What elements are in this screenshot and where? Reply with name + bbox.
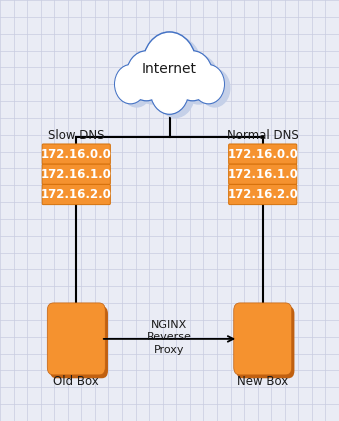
Text: 172.16.1.0: 172.16.1.0 [41, 168, 112, 181]
Text: Old Box: Old Box [54, 375, 99, 388]
Circle shape [144, 33, 195, 97]
Circle shape [133, 55, 172, 104]
Text: NGINX
Reverse
Proxy: NGINX Reverse Proxy [147, 320, 192, 354]
Text: 172.16.0.0: 172.16.0.0 [227, 148, 298, 160]
Circle shape [127, 52, 165, 99]
Text: 172.16.2.0: 172.16.2.0 [41, 188, 112, 201]
FancyBboxPatch shape [228, 184, 297, 205]
Circle shape [193, 65, 224, 103]
FancyBboxPatch shape [237, 306, 294, 378]
FancyBboxPatch shape [228, 144, 297, 164]
Circle shape [127, 51, 166, 100]
Text: 172.16.1.0: 172.16.1.0 [227, 168, 298, 181]
Text: 172.16.2.0: 172.16.2.0 [227, 188, 298, 201]
Text: Normal DNS: Normal DNS [227, 129, 299, 142]
FancyBboxPatch shape [42, 184, 111, 205]
Text: Internet: Internet [142, 62, 197, 77]
Circle shape [173, 51, 212, 100]
Circle shape [199, 69, 230, 107]
Circle shape [151, 67, 188, 114]
Text: Slow DNS: Slow DNS [48, 129, 104, 142]
FancyBboxPatch shape [234, 303, 292, 375]
Circle shape [121, 69, 152, 107]
Circle shape [194, 66, 223, 103]
FancyBboxPatch shape [42, 164, 111, 184]
Circle shape [157, 71, 194, 117]
Circle shape [143, 32, 196, 98]
Text: New Box: New Box [237, 375, 288, 388]
Circle shape [179, 55, 218, 104]
Circle shape [149, 36, 202, 102]
Circle shape [174, 52, 212, 99]
Circle shape [115, 65, 146, 103]
Circle shape [152, 68, 187, 113]
FancyBboxPatch shape [50, 306, 108, 378]
FancyBboxPatch shape [42, 144, 111, 164]
Circle shape [116, 66, 145, 103]
FancyBboxPatch shape [228, 164, 297, 184]
FancyBboxPatch shape [47, 303, 105, 375]
Text: 172.16.0.0: 172.16.0.0 [41, 148, 112, 160]
